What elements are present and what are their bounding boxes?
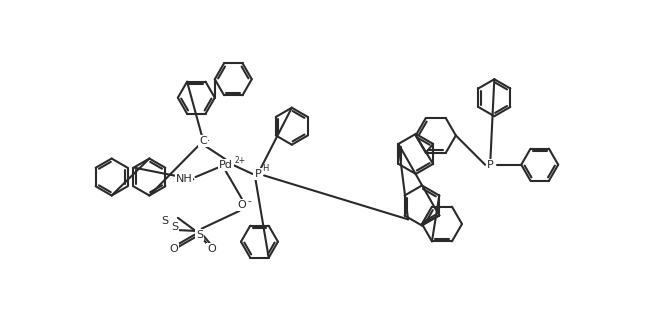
Text: H: H <box>262 164 269 173</box>
Text: 2+: 2+ <box>234 157 245 166</box>
Text: C·: C· <box>199 136 211 146</box>
Text: O: O <box>170 244 178 254</box>
Text: S: S <box>162 216 169 226</box>
Text: Pd: Pd <box>218 160 233 170</box>
Text: S: S <box>171 222 178 232</box>
Text: O: O <box>237 200 246 210</box>
Text: P: P <box>487 160 494 170</box>
Text: O: O <box>207 244 216 254</box>
Text: S: S <box>196 230 203 240</box>
Text: –: – <box>248 197 252 206</box>
Text: NH: NH <box>176 174 193 184</box>
Text: P: P <box>255 169 261 179</box>
